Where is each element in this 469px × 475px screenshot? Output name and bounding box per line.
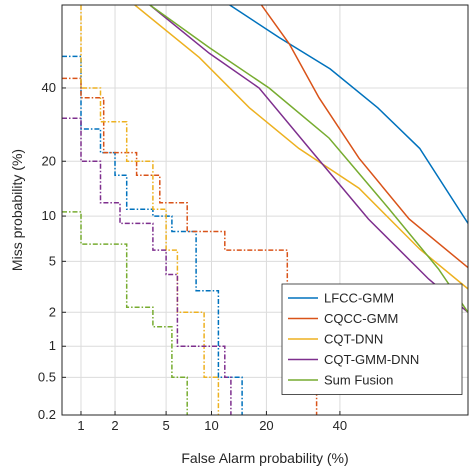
y-tick-label: 2 — [49, 304, 56, 319]
x-tick-label: 2 — [111, 418, 118, 433]
y-tick-label: 5 — [49, 253, 56, 268]
det-curve — [229, 5, 468, 224]
det-curve — [134, 5, 468, 290]
y-tick-label: 1 — [49, 338, 56, 353]
dashed-curve — [80, 5, 220, 415]
y-axis-label: Miss probability (%) — [9, 149, 25, 271]
y-tick-label: 20 — [42, 153, 56, 168]
legend: LFCC-GMM CQCC-GMM CQT-DNN CQT-GMM-DNN Sum Fu… — [281, 283, 463, 395]
legend-label: CQT-DNN — [324, 332, 383, 347]
y-tick-label: 40 — [42, 80, 56, 95]
plot-area — [62, 5, 468, 415]
det-curve — [260, 5, 468, 269]
legend-label: LFCC-GMM — [324, 291, 394, 306]
y-tick-label: 0.5 — [38, 369, 56, 384]
legend-label: CQT-GMM-DNN — [324, 352, 419, 367]
dashed-curve — [62, 77, 318, 415]
dashed-curve — [62, 211, 188, 415]
y-tick-label: 10 — [42, 208, 56, 223]
x-axis-label: False Alarm probability (%) — [181, 450, 348, 466]
x-tick-label: 10 — [204, 418, 218, 433]
x-tick-label: 40 — [333, 418, 347, 433]
x-tick-label: 20 — [259, 418, 273, 433]
x-tick-label: 5 — [162, 418, 169, 433]
y-tick-label: 0.2 — [38, 407, 56, 422]
det-curve — [149, 5, 468, 313]
det-curve — [149, 5, 468, 313]
dashed-curve — [62, 55, 243, 415]
legend-label: Sum Fusion — [324, 373, 393, 388]
dashed-curve — [62, 117, 232, 415]
axes-box — [61, 4, 469, 416]
legend-label: CQCC-GMM — [324, 311, 398, 326]
x-tick-label: 1 — [77, 418, 84, 433]
